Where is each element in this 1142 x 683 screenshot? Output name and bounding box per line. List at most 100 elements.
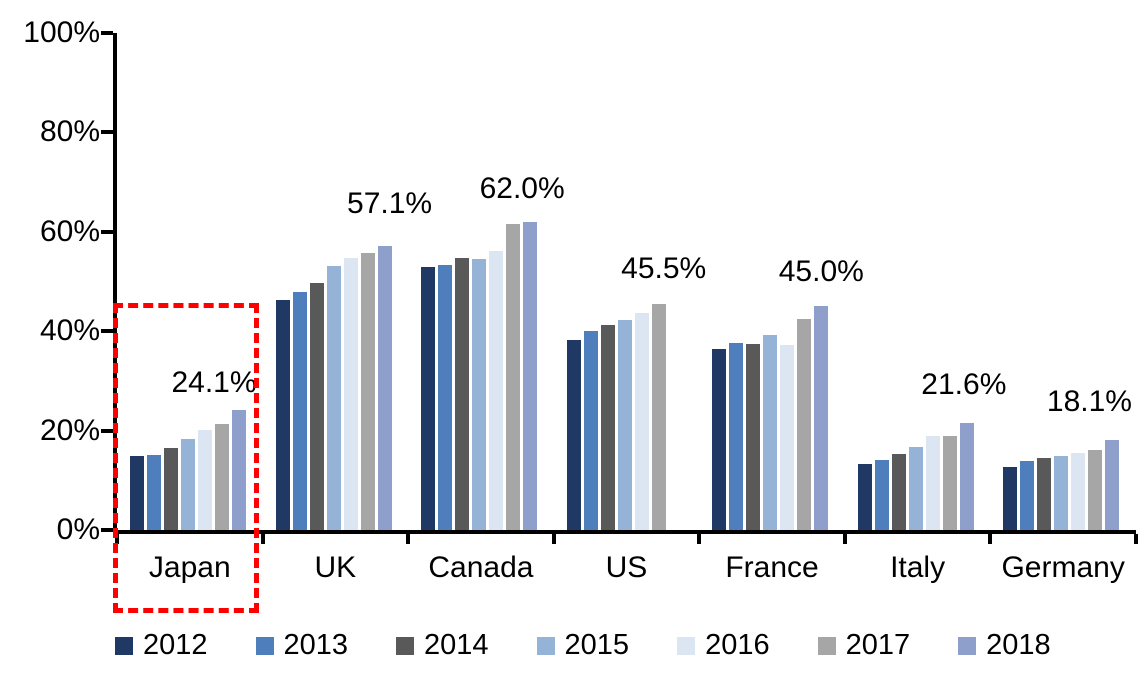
bar-japan-2018 (232, 410, 246, 530)
y-axis-tick (101, 31, 113, 35)
legend-label: 2014 (424, 629, 489, 661)
bar-canada-2012 (421, 266, 436, 530)
x-axis-tick (988, 534, 993, 544)
x-axis-tick (842, 534, 847, 544)
legend-swatch-icon (396, 636, 415, 655)
y-axis-tick-label: 100% (23, 16, 100, 49)
bar-canada-2013 (438, 265, 453, 530)
y-axis-tick-label: 40% (39, 314, 100, 348)
data-label-canada: 62.0% (479, 171, 565, 205)
y-axis-tick-label: 60% (39, 214, 100, 248)
y-axis-tick-label: 0% (56, 513, 100, 546)
legend-swatch-icon (536, 636, 555, 655)
y-axis-tick (101, 428, 113, 433)
x-axis-label-japan: Japan (148, 551, 231, 584)
legend-swatch-icon (115, 636, 133, 655)
y-axis-tick (101, 229, 113, 234)
bar-uk-2012 (275, 299, 290, 530)
legend-swatch-icon (677, 636, 696, 655)
bar-germany-2018 (1105, 440, 1120, 530)
data-label-france: 45.0% (778, 255, 864, 289)
legend-label: 2018 (986, 629, 1051, 661)
bar-germany-2017 (1088, 450, 1103, 530)
legend-label: 2016 (705, 629, 770, 661)
x-axis-tick (551, 534, 556, 544)
bar-us-2017 (651, 303, 666, 530)
bar-us-2016 (634, 313, 649, 530)
y-axis-labels: 100% 80% 60% 40% 20% 0% (0, 0, 100, 560)
bar-italy-2014 (891, 454, 906, 530)
x-axis-tick (406, 534, 411, 544)
legend-item-2016: 2016 (677, 631, 770, 660)
y-axis-tick (101, 329, 113, 334)
x-axis-tick (1134, 534, 1138, 544)
bar-germany-2015 (1054, 456, 1069, 530)
bar-italy-2018 (959, 422, 974, 530)
bar-canada-2017 (506, 224, 521, 530)
bar-france-2016 (780, 344, 795, 530)
data-label-uk: 57.1% (347, 187, 433, 221)
data-label-japan: 24.1% (171, 366, 257, 400)
y-axis-tick (101, 528, 113, 532)
bar-us-2013 (583, 331, 598, 530)
bar-germany-2013 (1020, 460, 1035, 530)
x-axis-label-italy: Italy (890, 551, 946, 584)
legend-item-2018: 2018 (958, 631, 1051, 660)
bar-us-2014 (600, 325, 615, 530)
x-axis-labels: Japan UK Canada US France Italy Germany (117, 551, 1136, 585)
legend-item-2017: 2017 (817, 629, 911, 661)
bar-japan-2013 (147, 455, 161, 530)
bar-france-2015 (763, 335, 778, 530)
y-axis-tick-label: 80% (39, 115, 100, 149)
bar-uk-2015 (326, 266, 341, 530)
bar-canada-2016 (489, 251, 504, 530)
bar-france-2012 (712, 348, 727, 530)
x-axis-tick (260, 534, 265, 544)
plot-area: 24.1% 57.1% 62.0% 45.5% 45.0% 21.6% 18.1% (101, 31, 1138, 544)
x-axis-label-germany: Germany (1001, 551, 1125, 584)
bar-italy-2016 (925, 436, 940, 530)
bar-canada-2015 (472, 258, 487, 530)
bar-france-2013 (729, 343, 744, 530)
bar-italy-2017 (942, 435, 957, 530)
bar-japan-2015 (181, 439, 195, 530)
bar-canada-2014 (455, 257, 470, 530)
legend-item-2015: 2015 (536, 629, 630, 661)
bar-france-2014 (746, 343, 761, 530)
legend-item-2014: 2014 (396, 631, 489, 660)
x-axis-label-us: US (605, 551, 648, 584)
bar-japan-2017 (215, 424, 229, 530)
bar-italy-2013 (874, 460, 889, 530)
bar-germany-2012 (1003, 467, 1018, 530)
bar-japan-2016 (198, 429, 212, 530)
x-axis-label-canada: Canada (428, 551, 534, 584)
bar-uk-2017 (360, 253, 375, 530)
legend-swatch-icon (817, 636, 836, 655)
legend-swatch-icon (958, 636, 977, 655)
bar-france-2018 (814, 306, 829, 530)
bar-canada-2018 (523, 221, 538, 530)
x-axis-label-uk: UK (314, 551, 357, 584)
data-label-germany: 18.1% (1046, 385, 1132, 419)
legend-label: 2012 (143, 629, 208, 661)
legend-swatch-icon (255, 636, 274, 655)
y-axis-tick-label: 20% (39, 413, 100, 447)
legend-label: 2017 (845, 629, 911, 661)
bar-japan-2014 (164, 447, 178, 530)
bar-uk-2014 (309, 282, 324, 530)
legend-item-2013: 2013 (255, 631, 348, 660)
bar-us-2012 (566, 340, 581, 530)
bar-japan-2012 (130, 456, 144, 530)
bar-germany-2016 (1071, 453, 1086, 530)
bar-uk-2016 (343, 257, 358, 530)
bar-uk-2018 (377, 246, 392, 530)
bar-france-2017 (797, 319, 812, 530)
x-axis-label-france: France (725, 551, 819, 584)
bar-germany-2014 (1037, 458, 1052, 530)
legend-item-2012: 2012 (115, 631, 208, 660)
y-axis-tick (101, 130, 113, 135)
bar-italy-2015 (908, 446, 923, 530)
legend-label: 2015 (564, 629, 630, 661)
bar-uk-2013 (292, 292, 307, 530)
